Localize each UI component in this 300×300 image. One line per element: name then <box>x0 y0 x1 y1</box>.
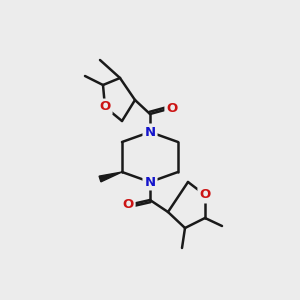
Polygon shape <box>99 172 122 182</box>
Text: O: O <box>122 199 134 212</box>
Text: N: N <box>144 125 156 139</box>
Text: O: O <box>167 101 178 115</box>
Text: O: O <box>99 100 111 113</box>
Text: O: O <box>200 188 211 202</box>
Text: N: N <box>144 176 156 188</box>
